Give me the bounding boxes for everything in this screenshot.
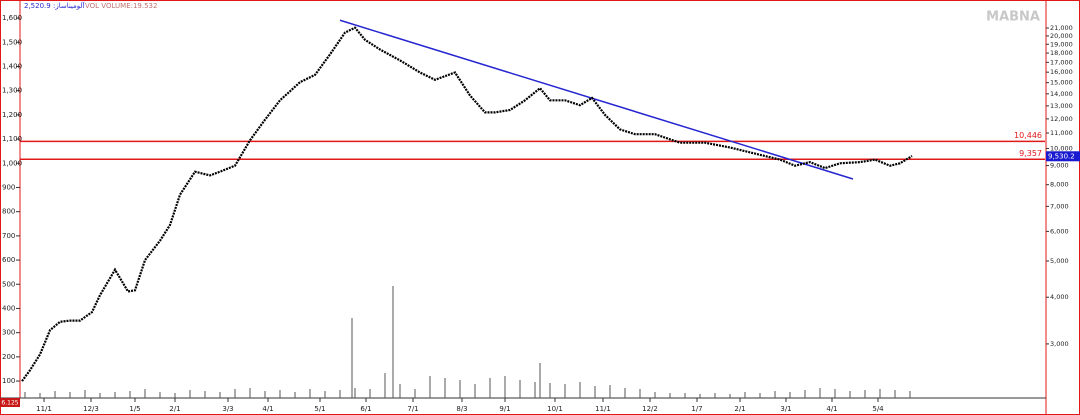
- y-tick-label: 1,600: [2, 14, 22, 22]
- x-tick-label: 8/3: [456, 405, 467, 413]
- y-tick-label: 1,500: [2, 38, 22, 46]
- x-tick-label: 5/4: [872, 405, 884, 413]
- y-tick-label: 300: [2, 329, 15, 337]
- y-tick-label: 1,300: [2, 87, 22, 95]
- x-tick-label: 11/1: [595, 405, 611, 413]
- y-tick-label: 400: [2, 304, 15, 312]
- y2-tick-label: 13,000: [1050, 102, 1073, 110]
- y2-tick-label: 3,000: [1050, 340, 1069, 348]
- x-tick-label: 3/3: [222, 405, 233, 413]
- y-tick-label: 900: [2, 183, 15, 191]
- y-tick-label: 1,100: [2, 135, 22, 143]
- y-tick-label: 500: [2, 280, 15, 288]
- y2-tick-label: 21,000: [1050, 24, 1073, 32]
- x-tick-label: 4/1: [826, 405, 837, 413]
- y-tick-label: 100: [2, 377, 15, 385]
- y2-tick-label: 12,000: [1050, 115, 1073, 123]
- y2-tick-label: 10,000: [1050, 144, 1073, 152]
- x-tick-label: 5/1: [314, 405, 325, 413]
- y-tick-label: 600: [2, 256, 15, 264]
- corner-label: 6.125: [1, 400, 18, 407]
- last-price-box: [1046, 151, 1080, 162]
- y-tick-label: 1,200: [2, 111, 22, 119]
- horizontal-line-label: 10,446: [1014, 131, 1042, 140]
- y2-tick-label: 18,000: [1050, 49, 1073, 57]
- x-tick-label: 6/1: [360, 405, 371, 413]
- x-tick-label: 2/1: [169, 405, 180, 413]
- x-tick-label: 12/2: [642, 405, 658, 413]
- corner-box: [0, 398, 20, 407]
- y2-tick-label: 5,000: [1050, 257, 1069, 265]
- y2-tick-label: 17,000: [1050, 58, 1073, 66]
- y2-tick-label: 8,000: [1050, 181, 1069, 189]
- x-tick-label: 2/1: [734, 405, 745, 413]
- y-tick-label: 800: [2, 208, 15, 216]
- y2-tick-label: 11,000: [1050, 129, 1073, 137]
- price-line: [21, 26, 913, 382]
- x-tick-label: 10/1: [547, 405, 563, 413]
- y-tick-label: 1,400: [2, 62, 22, 70]
- y2-tick-label: 14,000: [1050, 90, 1073, 98]
- y2-tick-label: 20,000: [1050, 32, 1073, 40]
- x-tick-label: 9/1: [499, 405, 510, 413]
- horizontal-line-label: 9,357: [1019, 149, 1042, 158]
- x-tick-label: 11/1: [36, 405, 52, 413]
- y2-tick-label: 9,000: [1050, 162, 1069, 170]
- y2-tick-label: 7,000: [1050, 202, 1069, 210]
- y-tick-label: 200: [2, 353, 15, 361]
- y2-tick-label: 16,000: [1050, 68, 1073, 76]
- watermark: MABNA: [986, 10, 1040, 25]
- chart-title: 2,520.9 :آلومیناساز: [24, 1, 86, 10]
- y-tick-label: 700: [2, 232, 15, 240]
- x-tick-label: 1/7: [691, 405, 702, 413]
- last-price-label: 9,530.2: [1048, 152, 1075, 160]
- x-tick-label: 7/1: [407, 405, 418, 413]
- y-tick-label: 1,000: [2, 159, 22, 167]
- trend-line: [339, 19, 854, 180]
- x-tick-label: 4/1: [262, 405, 273, 413]
- y2-tick-label: 19,000: [1050, 40, 1073, 48]
- x-tick-label: 1/5: [129, 405, 140, 413]
- y2-tick-label: 4,000: [1050, 293, 1069, 301]
- x-tick-label: 3/1: [780, 405, 791, 413]
- y2-tick-label: 6,000: [1050, 227, 1069, 235]
- y2-tick-label: 15,000: [1050, 79, 1073, 87]
- chart-subtitle: VOL VOLUME:19.532: [85, 2, 157, 10]
- x-tick-label: 12/3: [83, 405, 99, 413]
